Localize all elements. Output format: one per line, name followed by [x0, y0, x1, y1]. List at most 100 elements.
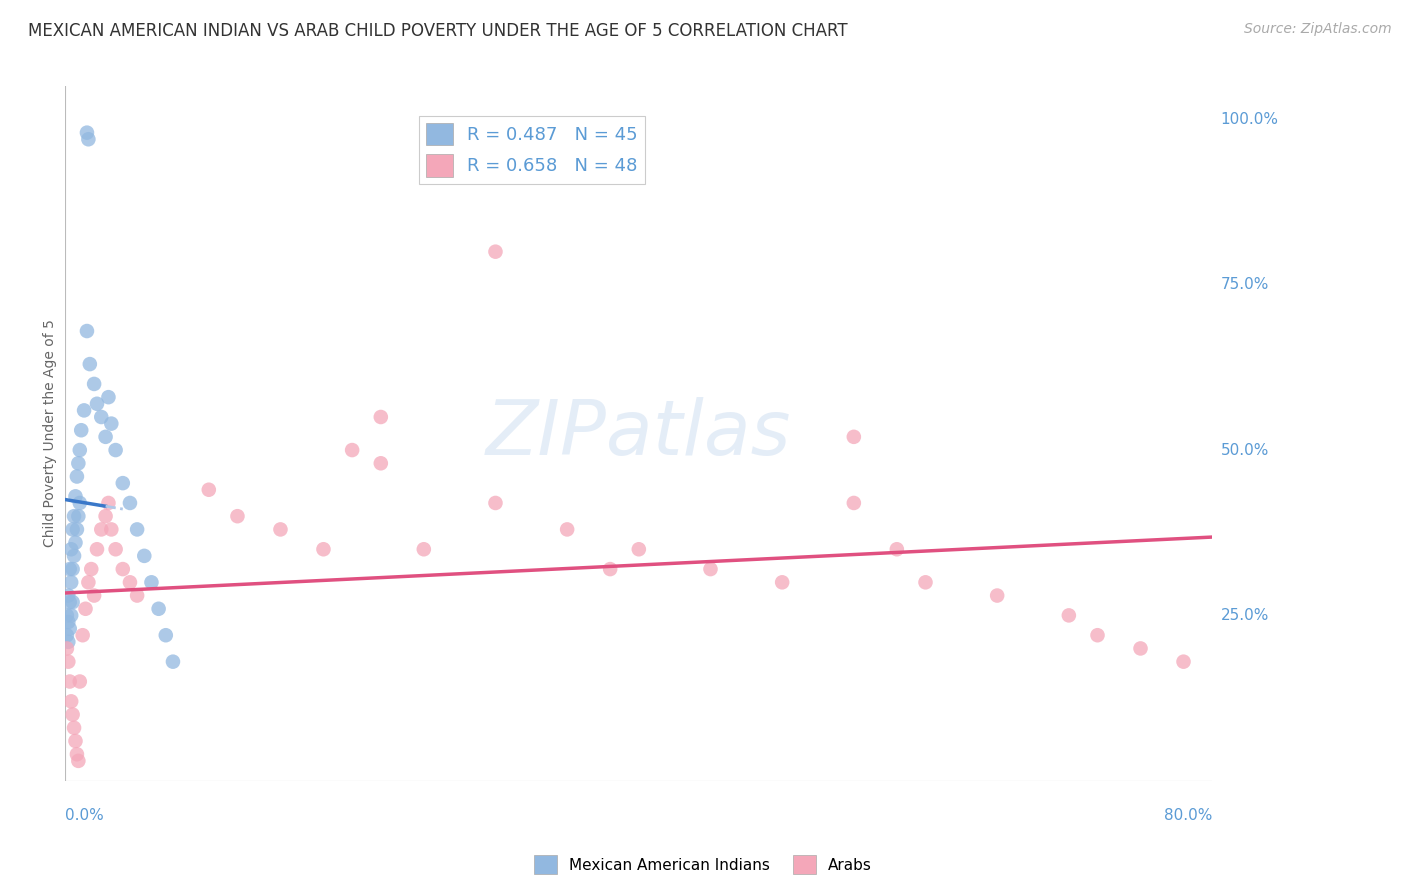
Point	[86, 397, 108, 411]
Point	[842, 430, 865, 444]
Point	[56, 628, 79, 642]
Text: 25.0%: 25.0%	[1220, 607, 1268, 623]
Point	[59, 562, 82, 576]
Point	[77, 575, 100, 590]
Point	[67, 509, 90, 524]
Text: 0.0%: 0.0%	[66, 808, 104, 823]
Point	[148, 601, 170, 615]
Point	[100, 523, 122, 537]
Point	[770, 575, 793, 590]
Point	[134, 549, 156, 563]
Point	[58, 589, 80, 603]
Point	[60, 575, 83, 590]
Point	[699, 562, 721, 576]
Point	[370, 456, 392, 470]
Point	[226, 509, 249, 524]
Point	[67, 456, 90, 470]
Text: MEXICAN AMERICAN INDIAN VS ARAB CHILD POVERTY UNDER THE AGE OF 5 CORRELATION CHA: MEXICAN AMERICAN INDIAN VS ARAB CHILD PO…	[28, 22, 848, 40]
Point	[69, 443, 91, 458]
Point	[59, 622, 82, 636]
Point	[60, 542, 83, 557]
Point	[60, 694, 83, 708]
Point	[77, 132, 100, 146]
Point	[83, 589, 105, 603]
Legend: R = 0.487   N = 45, R = 0.658   N = 48: R = 0.487 N = 45, R = 0.658 N = 48	[419, 116, 645, 184]
Point	[80, 562, 103, 576]
Point	[340, 443, 363, 458]
Point	[60, 608, 83, 623]
Point	[94, 430, 117, 444]
Point	[65, 734, 87, 748]
Point	[58, 615, 80, 629]
Point	[66, 523, 89, 537]
Point	[599, 562, 621, 576]
Point	[104, 542, 127, 557]
Point	[79, 357, 101, 371]
Point	[97, 390, 120, 404]
Point	[86, 542, 108, 557]
Point	[986, 589, 1008, 603]
Point	[62, 595, 84, 609]
Point	[65, 489, 87, 503]
Point	[76, 126, 98, 140]
Point	[484, 244, 506, 259]
Point	[62, 707, 84, 722]
Point	[100, 417, 122, 431]
Text: Source: ZipAtlas.com: Source: ZipAtlas.com	[1244, 22, 1392, 37]
Point	[484, 496, 506, 510]
Point	[118, 575, 141, 590]
Point	[1087, 628, 1109, 642]
Point	[914, 575, 936, 590]
Point	[65, 535, 87, 549]
Point	[63, 721, 86, 735]
Point	[104, 443, 127, 458]
Point	[56, 641, 79, 656]
Text: 50.0%: 50.0%	[1220, 442, 1268, 458]
Point	[111, 562, 134, 576]
Point	[59, 674, 82, 689]
Point	[59, 595, 82, 609]
Point	[69, 674, 91, 689]
Point	[66, 469, 89, 483]
Text: 100.0%: 100.0%	[1220, 112, 1278, 127]
Point	[66, 747, 89, 762]
Point	[58, 655, 80, 669]
Point	[412, 542, 434, 557]
Point	[111, 476, 134, 491]
Point	[269, 523, 291, 537]
Legend: Mexican American Indians, Arabs: Mexican American Indians, Arabs	[527, 849, 879, 880]
Point	[198, 483, 221, 497]
Point	[76, 324, 98, 338]
Point	[62, 523, 84, 537]
Point	[56, 608, 79, 623]
Point	[127, 589, 149, 603]
Y-axis label: Child Poverty Under the Age of 5: Child Poverty Under the Age of 5	[44, 319, 58, 548]
Point	[63, 509, 86, 524]
Text: 75.0%: 75.0%	[1220, 277, 1268, 293]
Text: 80.0%: 80.0%	[1164, 808, 1212, 823]
Point	[63, 549, 86, 563]
Point	[1057, 608, 1080, 623]
Point	[155, 628, 177, 642]
Point	[118, 496, 141, 510]
Point	[67, 754, 90, 768]
Point	[141, 575, 163, 590]
Point	[627, 542, 650, 557]
Point	[162, 655, 184, 669]
Text: ZIPatlas: ZIPatlas	[486, 397, 792, 471]
Point	[1173, 655, 1195, 669]
Point	[842, 496, 865, 510]
Point	[70, 423, 93, 437]
Point	[97, 496, 120, 510]
Point	[127, 523, 149, 537]
Point	[555, 523, 578, 537]
Point	[75, 601, 97, 615]
Point	[94, 509, 117, 524]
Point	[312, 542, 335, 557]
Point	[83, 376, 105, 391]
Point	[62, 562, 84, 576]
Point	[69, 496, 91, 510]
Point	[73, 403, 96, 417]
Point	[886, 542, 908, 557]
Point	[90, 523, 112, 537]
